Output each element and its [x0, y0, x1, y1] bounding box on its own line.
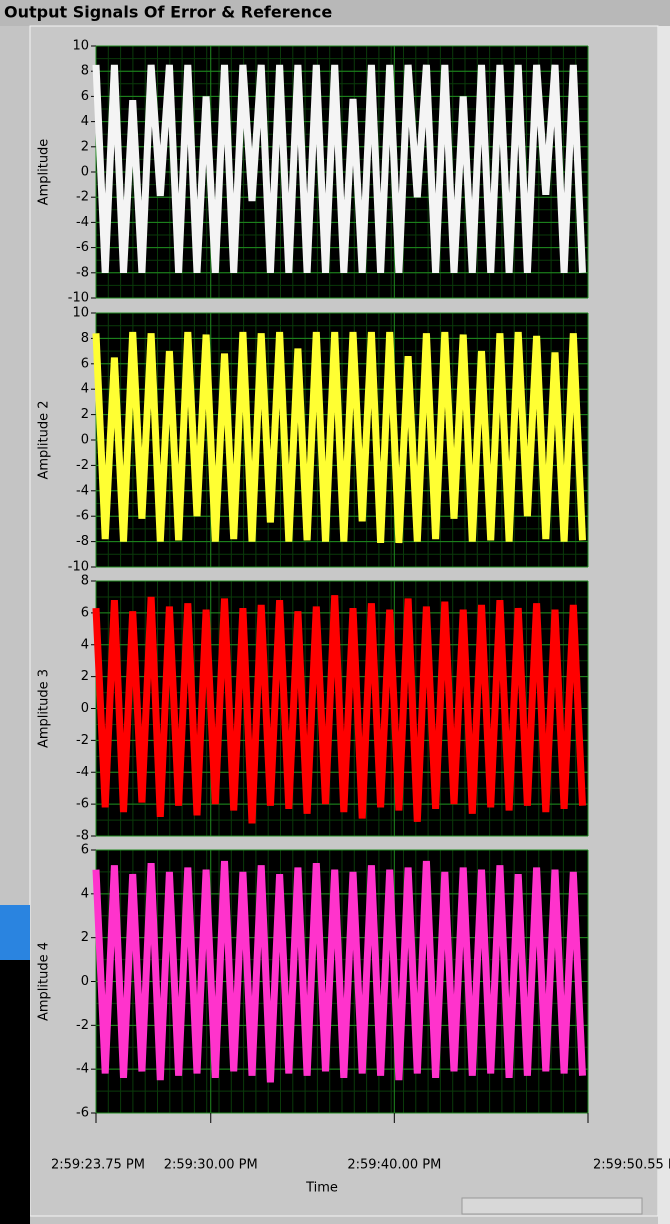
y-tick-label: -8 — [76, 829, 89, 844]
y-tick-label: 6 — [81, 89, 89, 104]
x-tick-label: 2:59:23.75 PM — [51, 1158, 145, 1173]
signal — [92, 860, 586, 1083]
y-tick-label: -4 — [76, 215, 89, 230]
y-tick-label: 8 — [81, 331, 89, 346]
y-tick-label: -6 — [76, 509, 89, 524]
y-tick-label: 0 — [81, 433, 89, 448]
y-tick-label: -4 — [76, 1062, 89, 1077]
y-tick-label: -4 — [76, 765, 89, 780]
y-tick-label: 8 — [81, 64, 89, 79]
y-tick-label: 4 — [81, 637, 89, 652]
y-tick-label: 2 — [81, 930, 89, 945]
y-axis-label: Amplitude 4 — [37, 942, 52, 1021]
signal — [92, 64, 586, 273]
side-bar-highlight — [0, 905, 30, 960]
y-tick-label: 2 — [81, 139, 89, 154]
y-axis-label: Amplitude 3 — [37, 669, 52, 748]
title-bar — [0, 0, 670, 26]
y-tick-label: -2 — [76, 733, 89, 748]
y-tick-label: -8 — [76, 265, 89, 280]
right-edge — [658, 26, 670, 1224]
y-tick-label: 0 — [81, 165, 89, 180]
y-tick-label: 0 — [81, 974, 89, 989]
y-tick-label: 4 — [81, 886, 89, 901]
y-tick-label: -4 — [76, 483, 89, 498]
y-tick-label: 8 — [81, 574, 89, 589]
y-tick-label: 2 — [81, 669, 89, 684]
window-title: Output Signals Of Error & Reference — [4, 3, 332, 22]
y-tick-label: -8 — [76, 534, 89, 549]
y-axis-label: Amplitude — [37, 139, 52, 206]
y-tick-label: -6 — [76, 240, 89, 255]
y-tick-label: -6 — [76, 1106, 89, 1121]
side-bar — [0, 960, 30, 1224]
y-tick-label: -6 — [76, 797, 89, 812]
x-tick-label: 2:59:30.00 PM — [164, 1158, 258, 1173]
y-tick-label: 4 — [81, 114, 89, 129]
x-axis-label: Time — [305, 1181, 338, 1196]
y-tick-label: 6 — [81, 605, 89, 620]
y-tick-label: -10 — [68, 560, 89, 575]
y-tick-label: 10 — [72, 39, 89, 54]
signal — [92, 331, 586, 544]
signal — [92, 595, 586, 824]
scrollbar[interactable] — [461, 1197, 643, 1215]
y-tick-label: 4 — [81, 382, 89, 397]
y-tick-label: 6 — [81, 843, 89, 858]
y-tick-label: -2 — [76, 1018, 89, 1033]
x-tick-label: 2:59:50.55 PM — [593, 1158, 670, 1173]
y-tick-label: -10 — [68, 291, 89, 306]
y-tick-label: 6 — [81, 356, 89, 371]
y-tick-label: 10 — [72, 306, 89, 321]
x-tick-label: 2:59:40.00 PM — [347, 1158, 441, 1173]
y-tick-label: -2 — [76, 190, 89, 205]
y-tick-label: 2 — [81, 407, 89, 422]
y-axis-label: Amplitude 2 — [37, 400, 52, 479]
y-tick-label: 0 — [81, 701, 89, 716]
y-tick-label: -2 — [76, 458, 89, 473]
